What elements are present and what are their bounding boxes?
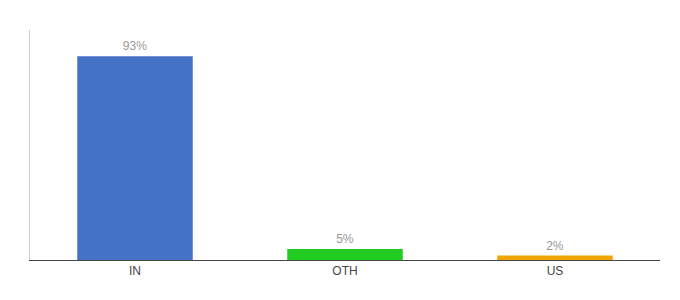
svg-text:IN: IN [129,264,141,278]
svg-text:OTH: OTH [332,264,357,278]
svg-text:US: US [547,264,564,278]
svg-text:5%: 5% [336,232,354,246]
svg-text:93%: 93% [123,39,147,53]
svg-text:2%: 2% [546,239,564,253]
